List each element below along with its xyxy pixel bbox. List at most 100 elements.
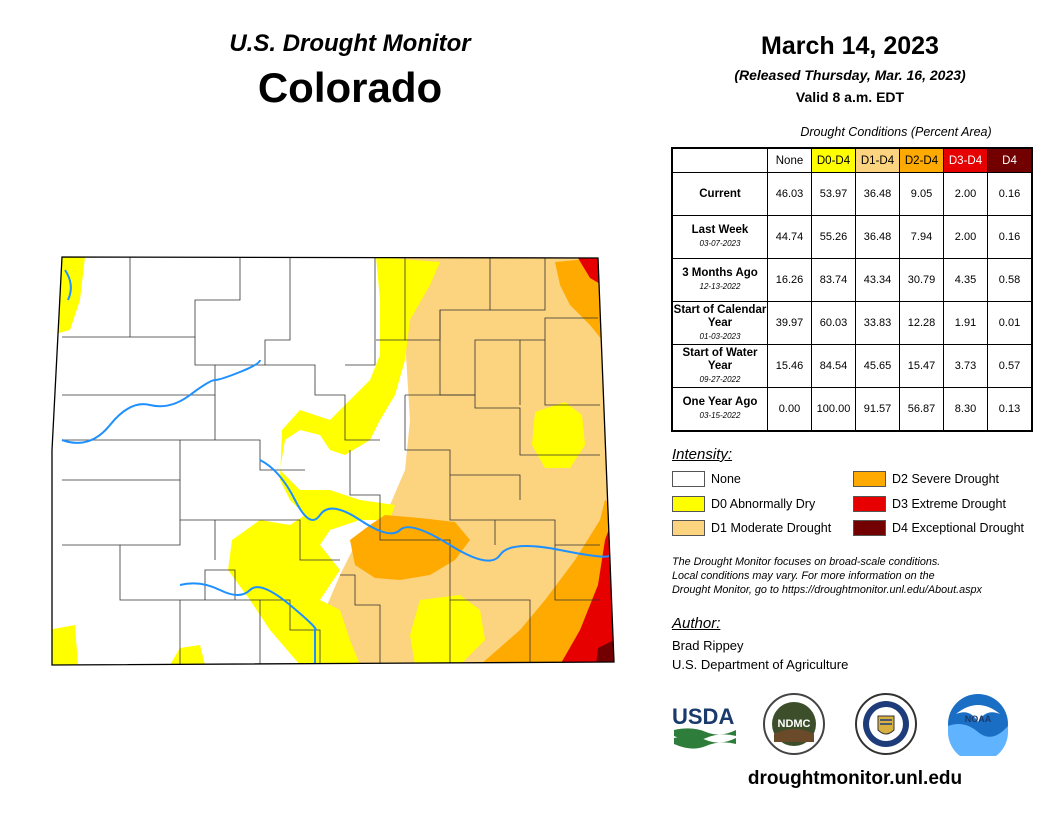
table-cell: 12.28 [899, 301, 944, 345]
table-cell: 60.03 [811, 301, 856, 345]
legend-swatch [672, 471, 705, 487]
row-label: Start of Water Year [682, 346, 758, 372]
d4-area [596, 640, 614, 665]
row-label: Current [699, 187, 741, 200]
note-line: Drought Monitor, go to https://droughtmo… [672, 584, 982, 596]
table-row: One Year Ago 03-15-2022 0.00 100.00 91.57… [671, 387, 1033, 432]
row-label: One Year Ago [682, 396, 758, 408]
row-date: 12-13-2022 [699, 282, 741, 291]
usda-logo: USDA [672, 704, 736, 749]
d2-area-southeast [480, 500, 614, 665]
d2-area-northeast [555, 258, 602, 340]
table-cell: 36.48 [855, 172, 900, 216]
table-cell: 0.00 [767, 387, 812, 432]
map-date: March 14, 2023 [761, 32, 939, 60]
table-cell: 0.13 [987, 387, 1033, 432]
legend-item-d0: D0 Abnormally Dry [672, 495, 815, 513]
legend-label: D1 Moderate Drought [711, 521, 832, 535]
d0-area-southeast [410, 595, 485, 665]
col-d3-d4: D3-D4 [943, 147, 988, 173]
state-border [51, 256, 615, 666]
table-row: Last Week 03-07-2023 44.74 55.26 36.48 7.… [671, 215, 1033, 259]
legend-item-d2: D2 Severe Drought [853, 470, 999, 488]
table-cell: 30.79 [899, 258, 944, 302]
legend-item-d3: D3 Extreme Drought [853, 495, 1006, 513]
site-url-link[interactable]: droughtmonitor.unl.edu [747, 768, 963, 789]
d0-area-front-range [228, 257, 440, 665]
col-d2-d4: D2-D4 [899, 147, 944, 173]
col-d0-d4: D0-D4 [811, 147, 856, 173]
note-line: Local conditions may vary. For more info… [672, 570, 935, 582]
table-cell: 44.74 [767, 215, 812, 259]
table-cell: 43.34 [855, 258, 900, 302]
legend-label: D3 Extreme Drought [892, 497, 1006, 511]
legend-swatch [853, 471, 886, 487]
ndmc-logo: NDMC [763, 693, 825, 755]
row-label: 3 Months Ago [682, 267, 758, 279]
table-cell: 0.16 [987, 172, 1033, 216]
legend-label: D4 Exceptional Drought [892, 521, 1025, 535]
table-cell: 45.65 [855, 344, 900, 388]
col-d1-d4: D1-D4 [855, 147, 900, 173]
table-cell: 46.03 [767, 172, 812, 216]
table-cell: 1.91 [943, 301, 988, 345]
table-cell: 33.83 [855, 301, 900, 345]
table-row: Start of Water Year 09-27-2022 15.46 84.5… [671, 344, 1033, 388]
row-label: Start of Calendar Year [673, 303, 767, 329]
legend-item-none: None [672, 470, 741, 488]
table-cell: 4.35 [943, 258, 988, 302]
table-caption: Drought Conditions (Percent Area) [800, 125, 992, 139]
noaa-logo: NOAA [948, 694, 1008, 756]
map-title: U.S. Drought Monitor [229, 30, 471, 57]
legend-swatch [853, 496, 886, 512]
d3-area-southeast [560, 515, 614, 665]
legend-label: D0 Abnormally Dry [711, 497, 816, 511]
noaa-logo-text: NOAA [965, 714, 992, 724]
ndmc-logo-text: NDMC [778, 718, 811, 730]
table-cell: 9.05 [899, 172, 944, 216]
author-org: U.S. Department of Agriculture [672, 657, 849, 672]
table-cell: 91.57 [855, 387, 900, 432]
drought-conditions-table: None D0-D4 D1-D4 D2-D4 D3-D4 D4 Current … [671, 147, 1033, 432]
legend-swatch [672, 520, 705, 536]
colorado-drought-map [51, 256, 615, 666]
col-d4: D4 [987, 147, 1033, 173]
author-heading: Author: [672, 615, 721, 632]
author-name: Brad Rippey [672, 638, 744, 653]
d0-area-south [170, 645, 205, 665]
legend-swatch [853, 520, 886, 536]
legend-item-d1: D1 Moderate Drought [672, 519, 831, 537]
table-row: Current 46.03 53.97 36.48 9.05 2.00 0.16 [671, 172, 1033, 216]
table-row: 3 Months Ago 12-13-2022 16.26 83.74 43.34… [671, 258, 1033, 302]
table-cell: 53.97 [811, 172, 856, 216]
d3-area-northeast [578, 258, 602, 285]
disclaimer-note: The Drought Monitor focuses on broad-sca… [672, 555, 1052, 597]
table-cell: 83.74 [811, 258, 856, 302]
table-cell: 39.97 [767, 301, 812, 345]
table-cell: 0.57 [987, 344, 1033, 388]
legend-label: D2 Severe Drought [892, 472, 1000, 486]
row-date: 01-03-2023 [699, 331, 741, 341]
state-title: Colorado [257, 64, 443, 111]
d0-area-east [532, 402, 585, 468]
nidis-seal-icon [855, 693, 917, 755]
legend-item-d4: D4 Exceptional Drought [853, 519, 1024, 537]
row-date: 03-07-2023 [699, 239, 741, 248]
row-label: Last Week [691, 224, 749, 236]
table-cell: 0.16 [987, 215, 1033, 259]
usda-logo-text: USDA [672, 704, 734, 729]
table-cell: 8.30 [943, 387, 988, 432]
table-cell: 36.48 [855, 215, 900, 259]
county-lines [62, 257, 600, 665]
table-cell: 0.01 [987, 301, 1033, 345]
table-cell: 3.73 [943, 344, 988, 388]
note-line: The Drought Monitor focuses on broad-sca… [672, 556, 941, 568]
table-cell: 56.87 [899, 387, 944, 432]
row-date: 09-27-2022 [699, 374, 741, 384]
legend-label: None [711, 472, 741, 486]
d0-area-sw [52, 625, 78, 665]
release-date: (Released Thursday, Mar. 16, 2023) [734, 67, 966, 83]
table-cell: 16.26 [767, 258, 812, 302]
col-none: None [767, 147, 812, 173]
table-cell: 15.47 [899, 344, 944, 388]
